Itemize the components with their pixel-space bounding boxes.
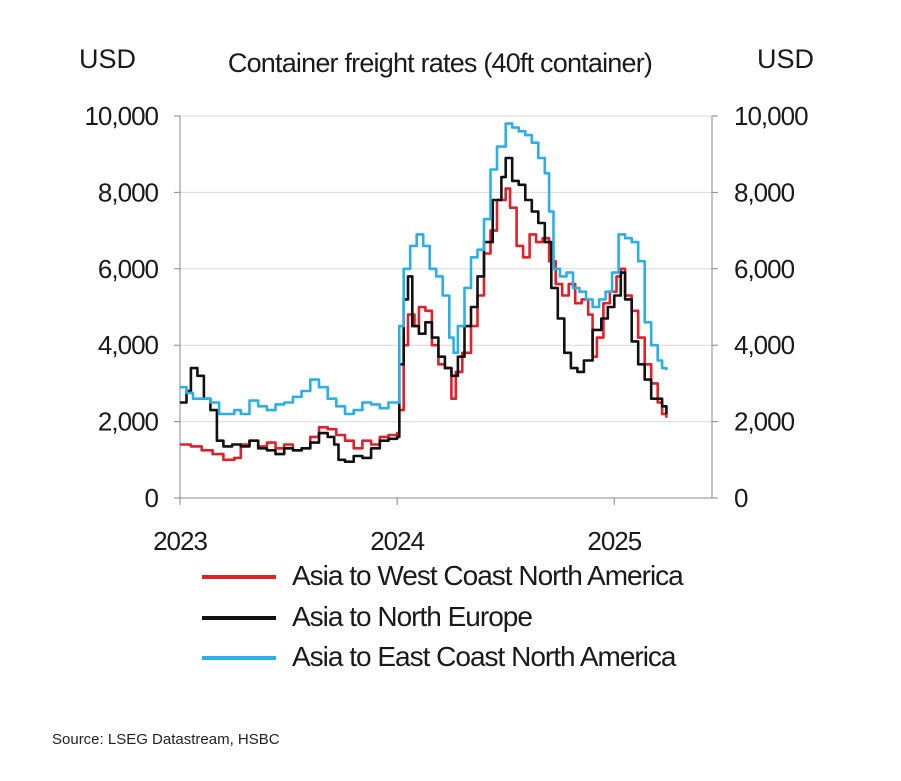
axes (179, 116, 713, 499)
left-tick-label: 2,000 (98, 407, 159, 437)
x-tick-label: 2025 (587, 526, 641, 556)
series-lines (180, 122, 668, 463)
left-tick-label: 0 (145, 483, 159, 513)
legend-label-2: Asia to North Europe (292, 601, 532, 632)
legend: Asia to West Coast North America Asia to … (202, 560, 685, 672)
legend-label-1: Asia to West Coast North America (292, 560, 684, 591)
x-tick-label: 2023 (153, 526, 207, 556)
left-tick-label: 4,000 (98, 330, 159, 360)
right-tick-label: 4,000 (734, 330, 795, 360)
series-line-3 (180, 122, 668, 416)
legend-label-3: Asia to East Coast North America (292, 641, 677, 672)
right-axis-unit: USD (757, 44, 814, 74)
left-tick-label: 10,000 (84, 101, 158, 131)
x-tick-labels: 2023 2024 2025 (153, 526, 643, 556)
right-tick-label: 8,000 (734, 177, 795, 207)
right-tick-label: 6,000 (734, 254, 795, 284)
source-note: Source: LSEG Datastream, HSBC (52, 731, 280, 748)
left-tick-labels: 0 2,000 4,000 6,000 8,000 10,000 (84, 101, 159, 513)
series-line-1 (180, 187, 668, 462)
series-line-2 (180, 156, 668, 463)
left-tick-label: 8,000 (98, 177, 159, 207)
left-tick-label: 6,000 (98, 254, 159, 284)
left-axis-unit: USD (79, 44, 136, 74)
right-tick-label: 0 (734, 483, 748, 513)
x-tick-label: 2024 (370, 526, 424, 556)
right-tick-labels: 0 2,000 4,000 6,000 8,000 10,000 (734, 101, 809, 513)
right-tick-label: 10,000 (734, 101, 808, 131)
chart-title: Container freight rates (40ft container) (228, 48, 652, 78)
right-tick-label: 2,000 (734, 407, 795, 437)
